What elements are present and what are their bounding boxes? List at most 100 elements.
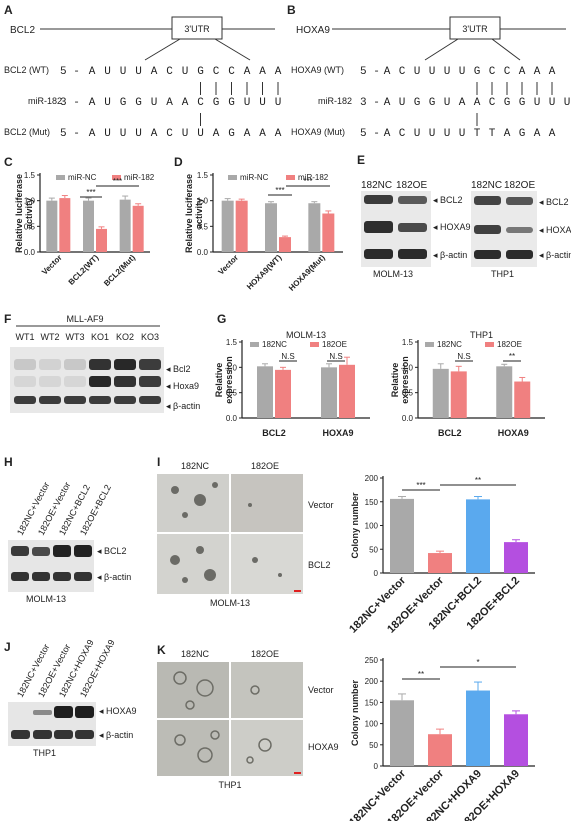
bar-d-0-2 <box>308 203 321 252</box>
seq-base-b-2-3: U <box>429 128 436 140</box>
blot-f-band-1-1 <box>39 376 61 387</box>
blot-j-band-actin-3 <box>54 730 73 739</box>
y-tick-label-g2-0: 0.0 <box>402 414 414 423</box>
blot-j-label-hoxa9: ◂ HOXA9 <box>99 706 137 716</box>
micro-k-img-1 <box>157 662 229 718</box>
blot-h-lanes: 182NC+Vector182OE+Vector182NC+BCL2182OE+… <box>15 480 113 537</box>
seq-base-b-0-5: U <box>459 66 466 78</box>
blot-e1-band-actin-2 <box>398 249 427 259</box>
blot-j-cell: THP1 <box>33 748 56 758</box>
seq-base-a-2-4: A <box>151 128 158 140</box>
bar-k-0 <box>390 700 414 766</box>
bar-d-1-0 <box>235 200 248 252</box>
seq-base-b-2-4: U <box>444 128 451 140</box>
blot-f-band-0-1 <box>39 359 61 370</box>
chart-title-g2: THP1 <box>470 330 493 340</box>
y-tick-label-i-4: 200 <box>365 474 379 483</box>
seq-base-a-0-4: A <box>151 66 158 78</box>
y-tick-label-i-2: 100 <box>365 522 379 531</box>
panel-letter-d: D <box>174 155 183 169</box>
blot-h-band-actin-3 <box>53 572 71 581</box>
blot-j-lanes: 182NC+Vector182OE+Vector182NC+HOXA9182OE… <box>15 638 117 699</box>
seq-base-b-0-9: A <box>519 66 526 78</box>
seq-base-b-0-6: G <box>474 66 481 78</box>
seq-base-a-1-11: U <box>259 97 266 109</box>
seq-base-a-1-6: A <box>182 97 189 109</box>
bar-c-1-2 <box>132 205 144 252</box>
sig-label-i-1: ** <box>475 476 481 485</box>
y-label-d-1: activity <box>194 198 204 229</box>
x-tick-label-d-0: Vector <box>216 253 240 277</box>
micro-i-img-2 <box>231 474 303 532</box>
seq-prefix-b-2: 5 - <box>360 128 380 140</box>
blot-h-band-bcl2-3 <box>53 545 71 557</box>
y-tick-label-k-5: 250 <box>365 656 379 665</box>
bar-d-0-0 <box>221 200 234 252</box>
seq-base-a-1-4: U <box>151 97 158 109</box>
seq-base-b-2-0: A <box>384 128 391 140</box>
y-tick-label-g2-3: 1.5 <box>402 338 414 347</box>
seq-prefix-a-2: 5 - <box>60 128 80 140</box>
blot-e2-band-hoxa9-1 <box>474 225 501 234</box>
seq-base-b-2-1: C <box>399 128 406 140</box>
micro-i-img-4 <box>231 534 303 594</box>
utr-box-a <box>171 16 223 40</box>
y-label-c-0: Relative luciferase <box>14 174 24 253</box>
blot-e2-band-actin-2 <box>506 250 533 259</box>
bar-g1-0-1 <box>321 367 337 418</box>
seq-label-a-mir: miR-182 <box>28 96 62 106</box>
micro-k-img-3 <box>157 720 229 776</box>
y-tick-label-g1-2: 1.0 <box>226 363 238 372</box>
sig-label-k-1: * <box>476 658 479 667</box>
y-tick-label-k-2: 100 <box>365 720 379 729</box>
seq-label-b-mut: HOXA9 (Mut) <box>291 127 345 137</box>
seq-base-b-2-11: A <box>549 128 556 140</box>
legend-swatch-g1-0 <box>250 342 259 347</box>
micro-k-cell: THP1 <box>218 780 241 790</box>
blot-e1-label-bcl2: ◂ BCL2 <box>433 195 463 205</box>
blot-e1-lane1: 182NC <box>361 180 392 191</box>
blot-j-band-hoxa9-4 <box>75 706 94 718</box>
blot-j-band-actin-1 <box>11 730 30 739</box>
x-tick-label-g2-1: HOXA9 <box>498 428 529 438</box>
blot-h-label-bcl2: ◂ BCL2 <box>97 546 127 556</box>
blot-f-band-0-3 <box>89 359 111 370</box>
blot-j-band-hoxa9-3 <box>54 706 73 718</box>
seq-base-b-0-7: C <box>489 66 496 78</box>
seq-base-b-0-2: U <box>414 66 421 78</box>
panel-b: B HOXA9 3'UTR HOXA9 (WT) miR-182 HOXA9 (… <box>287 3 570 140</box>
blot-f-band-2-0 <box>14 396 36 404</box>
seq-base-b-1-3: G <box>429 97 436 109</box>
seq-base-a-0-2: U <box>120 66 127 78</box>
seq-base-b-2-10: A <box>534 128 541 140</box>
bar-i-1 <box>428 553 452 573</box>
blot-j-label-actin: ◂ β-actin <box>99 730 133 740</box>
y-tick-label-k-0: 0 <box>374 762 379 771</box>
blot-f-band-0-0 <box>14 359 36 370</box>
blot-e1-band-bcl2-2 <box>398 196 427 204</box>
legend-swatch-c-1 <box>112 175 121 180</box>
bar-g1-1-1 <box>339 364 355 418</box>
seq-base-a-1-3: G <box>135 97 142 109</box>
seq-base-b-1-10: U <box>534 97 541 109</box>
sig-label-g1-1: N.S <box>329 352 342 361</box>
blot-j-band-actin-4 <box>75 730 94 739</box>
seq-base-a-0-6: U <box>182 66 189 78</box>
blot-f-band-0-4 <box>114 359 136 370</box>
blot-e1-band-bcl2-1 <box>364 195 393 204</box>
micro-k-col1: 182NC <box>181 649 210 659</box>
blot-e1-band-actin-1 <box>364 249 393 259</box>
bar-c-0-1 <box>83 200 94 252</box>
seq-base-a-1-12: U <box>275 97 282 109</box>
panel-i: I 182NC 182OE Vector BCL2 MOLM-13 <box>157 455 334 608</box>
y-tick-label-g1-3: 1.5 <box>226 338 238 347</box>
legend-swatch-c-0 <box>56 175 65 180</box>
y-tick-label-g2-2: 1.0 <box>402 363 414 372</box>
micro-i-col2: 182OE <box>251 461 279 471</box>
legend-label-g1-0: 182NC <box>262 340 287 349</box>
chart-g-molm13-expression: 0.0 0.5 1.0 1.5 Relative expression BCL2 HOXA9 1… <box>214 330 370 438</box>
